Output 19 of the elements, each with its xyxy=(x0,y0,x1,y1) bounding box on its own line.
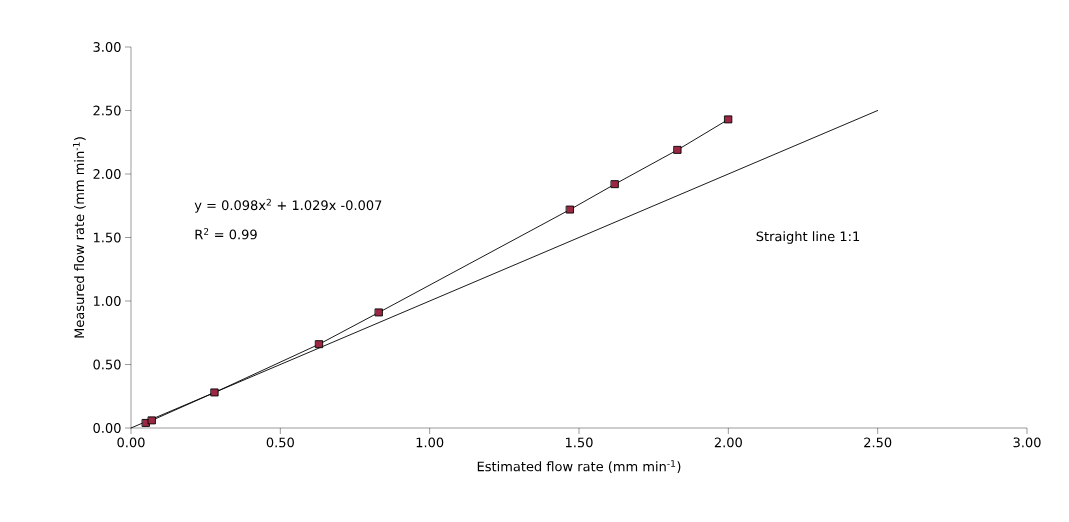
y-tick-label: 3.00 xyxy=(93,42,121,52)
x-tick-label: 1.50 xyxy=(565,437,593,448)
x-tick-label: 2.00 xyxy=(714,437,742,448)
y-tick-label: 1.50 xyxy=(93,232,121,243)
x-tick-label: 0.00 xyxy=(117,437,145,448)
annotation: R$^{2}$ = 0.99 xyxy=(195,228,257,240)
annotation: Straight line 1:1 xyxy=(756,231,860,244)
y-tick-label: 2.50 xyxy=(93,105,121,116)
y-tick-label: 1.00 xyxy=(93,296,121,306)
x-axis-title: Estimated flow rate (mm min$^{-1}$) xyxy=(477,460,681,473)
y-axis-title: Measured flow rate (mm min$^{-1}$) xyxy=(73,137,86,338)
x-tick-label: 0.50 xyxy=(266,437,294,448)
y-tick-label: 2.00 xyxy=(93,169,121,179)
x-tick-label: 3.00 xyxy=(1013,437,1041,448)
x-tick-label: 2.50 xyxy=(864,437,892,448)
y-tick-label: 0.50 xyxy=(93,359,121,370)
y-tick-label: 0.00 xyxy=(93,423,121,433)
x-tick-label: 1.00 xyxy=(416,437,444,448)
annotation: y = 0.098x$^{2}$ + 1.029x -0.007 xyxy=(194,198,382,213)
